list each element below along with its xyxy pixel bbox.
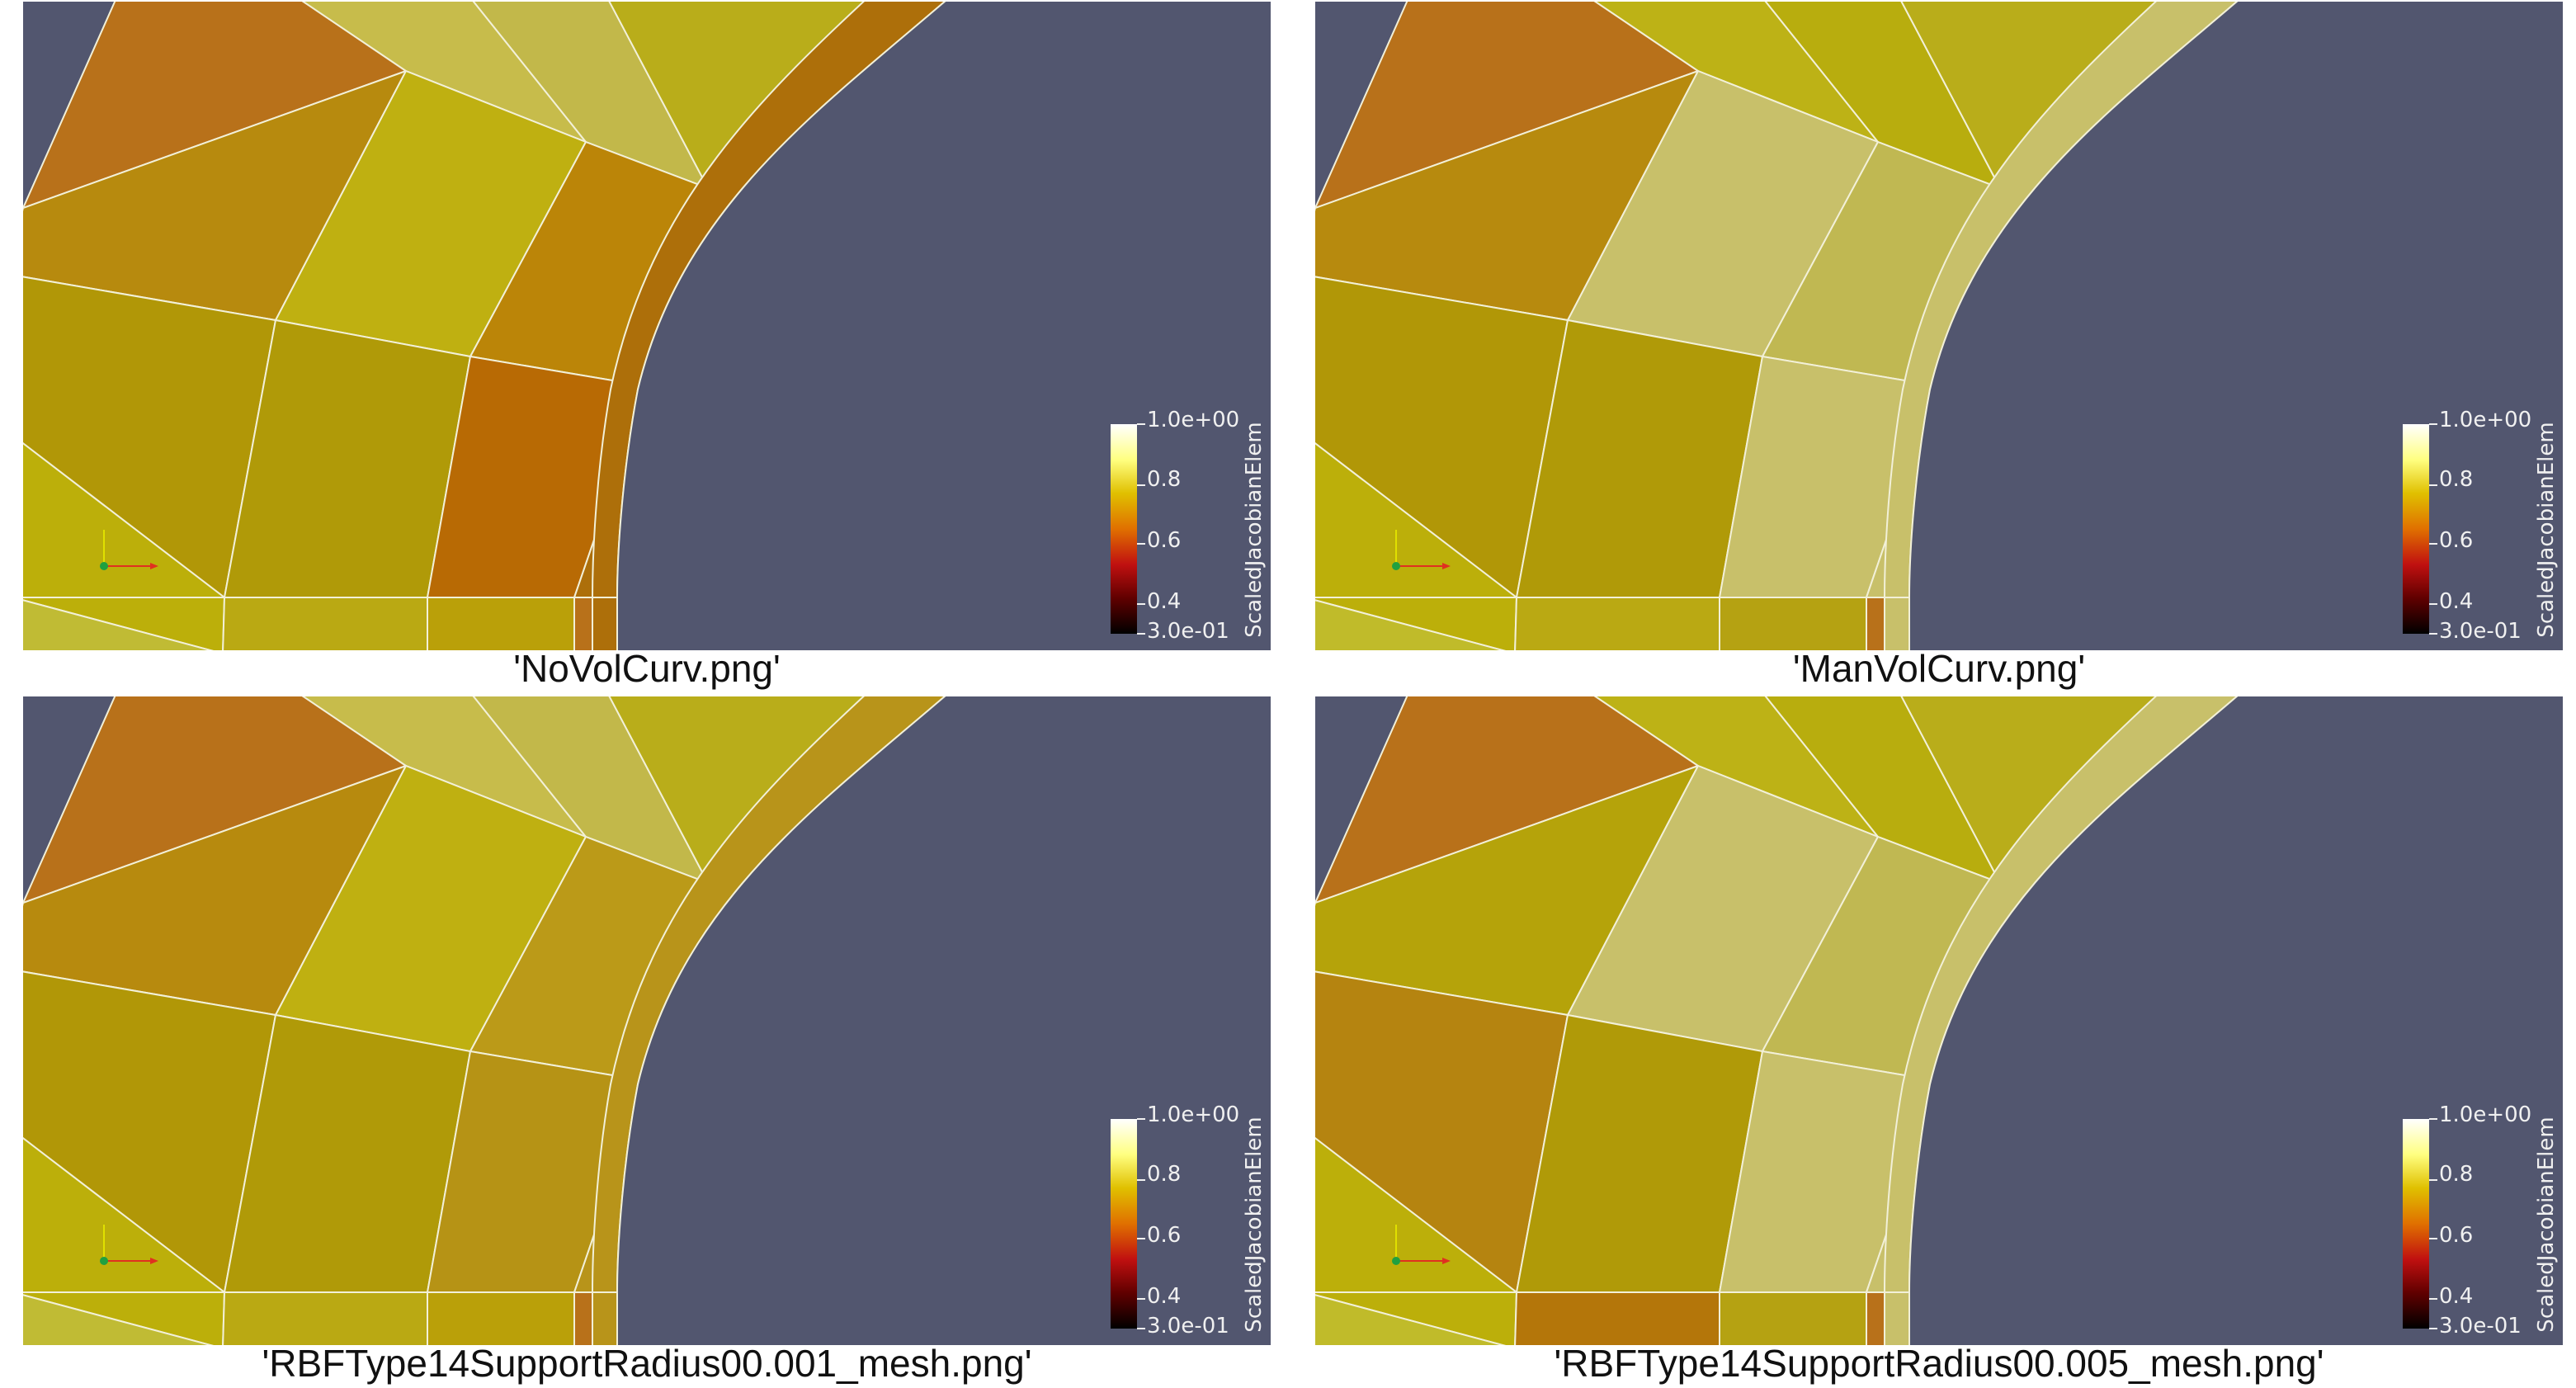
colorbar-tick-0-6: 0.6	[2439, 528, 2474, 553]
colorbar-tick-mark	[2429, 633, 2437, 635]
colorbar-tick-0-6: 0.6	[2439, 1223, 2474, 1248]
colorbar	[1111, 1118, 1145, 1329]
axes-triad-icon	[1392, 1225, 1451, 1265]
colorbar-tick-max: 1.0e+00	[2439, 1102, 2532, 1127]
colorbar-title: ScaledJacobianElem	[1242, 1117, 1267, 1333]
colorbar-tick-max: 1.0e+00	[2439, 408, 2532, 432]
colorbar-tick-max: 1.0e+00	[1147, 408, 1240, 432]
mesh-view	[23, 2, 1271, 650]
panel-caption-4: 'RBFType14SupportRadius00.005_mesh.png'	[1554, 1342, 2324, 1385]
colorbar-tick-mark	[1137, 1237, 1145, 1239]
x-arrowhead	[150, 563, 158, 569]
mesh-cell	[1315, 594, 1516, 650]
colorbar-tick-mark	[1137, 603, 1145, 606]
colorbar-tick-mark	[2429, 1298, 2437, 1301]
axes-triad-icon	[1392, 530, 1451, 570]
panel-caption-1: 'NoVolCurv.png'	[513, 647, 781, 690]
colorbar-tick-0-4: 0.4	[1147, 1284, 1182, 1309]
colorbar-tick-mark	[1137, 1178, 1145, 1181]
colorbar-tick-mark	[2429, 484, 2437, 486]
colorbar-tick-0-8: 0.8	[2439, 1162, 2474, 1187]
colorbar-tick-mark	[2429, 1328, 2437, 1329]
colorbar-title: ScaledJacobianElem	[2534, 422, 2559, 638]
colorbar-tick-mark	[2429, 1178, 2437, 1181]
mesh-cell	[1315, 1289, 1516, 1345]
colorbar-tick-mark	[1137, 1118, 1145, 1120]
mesh-panel-3: 1.0e+00 0.8 0.6 0.4 3.0e-01 ScaledJacobi…	[23, 696, 1271, 1345]
z-axis-dot	[100, 1257, 108, 1265]
colorbar-tick-mark	[1137, 1298, 1145, 1301]
colorbar-tick-0-8: 0.8	[1147, 467, 1182, 492]
mesh-cell	[427, 1291, 575, 1345]
wall-boundary	[616, 2, 946, 650]
colorbar-tick-0-6: 0.6	[1147, 1223, 1182, 1248]
colorbar-tick-0-4: 0.4	[1147, 589, 1182, 614]
axes-triad-icon	[100, 530, 158, 570]
colorbar-tick-0-6: 0.6	[1147, 528, 1182, 553]
colorbar	[2403, 423, 2437, 635]
colorbar-tick-max: 1.0e+00	[1147, 1102, 1240, 1127]
wall-boundary	[616, 696, 946, 1345]
colorbar-tick-min: 3.0e-01	[1147, 619, 1229, 644]
x-arrowhead	[1442, 563, 1451, 569]
colorbar	[1111, 423, 1145, 635]
axes-triad-icon	[100, 1225, 158, 1265]
colorbar-tick-0-8: 0.8	[2439, 467, 2474, 492]
mesh-cell	[1513, 597, 1720, 650]
colorbar-title: ScaledJacobianElem	[1242, 422, 1267, 638]
colorbar-tick-0-4: 0.4	[2439, 1284, 2474, 1309]
panel-caption-3: 'RBFType14SupportRadius00.001_mesh.png'	[262, 1342, 1032, 1385]
colorbar-tick-min: 3.0e-01	[2439, 619, 2522, 644]
panel-caption-2: 'ManVolCurv.png'	[1792, 647, 2086, 690]
colorbar-tick-min: 3.0e-01	[1147, 1314, 1229, 1338]
mesh-cell	[1719, 597, 1867, 650]
x-arrowhead	[1442, 1258, 1451, 1264]
colorbar-tick-mark	[1137, 1328, 1145, 1329]
mesh-view	[1315, 2, 2563, 650]
wall-boundary	[1908, 2, 2239, 650]
mesh-cell	[1513, 1291, 1720, 1345]
mesh-cell	[23, 594, 224, 650]
colorbar-tick-min: 3.0e-01	[2439, 1314, 2522, 1338]
colorbar-tick-mark	[1137, 484, 1145, 486]
colorbar-tick-mark	[1137, 633, 1145, 635]
z-axis-dot	[1392, 1257, 1400, 1265]
mesh-view	[23, 696, 1271, 1345]
mesh-panel-2: 1.0e+00 0.8 0.6 0.4 3.0e-01 ScaledJacobi…	[1315, 2, 2563, 650]
mesh-view	[1315, 696, 2563, 1345]
colorbar-tick-mark	[2429, 1237, 2437, 1239]
mesh-cell	[221, 597, 428, 650]
mesh-panel-4: 1.0e+00 0.8 0.6 0.4 3.0e-01 ScaledJacobi…	[1315, 696, 2563, 1345]
z-axis-dot	[1392, 562, 1400, 570]
mesh-panel-1: 1.0e+00 0.8 0.6 0.4 3.0e-01 ScaledJacobi…	[23, 2, 1271, 650]
mesh-cell	[427, 597, 575, 650]
colorbar-tick-mark	[1137, 542, 1145, 545]
colorbar-tick-mark	[1137, 423, 1145, 425]
colorbar-tick-mark	[2429, 542, 2437, 545]
colorbar-tick-mark	[2429, 1118, 2437, 1120]
colorbar-tick-mark	[2429, 603, 2437, 606]
colorbar	[2403, 1118, 2437, 1329]
x-arrowhead	[150, 1258, 158, 1264]
mesh-cell	[1719, 1291, 1867, 1345]
mesh-cell	[23, 1289, 224, 1345]
mesh-cell	[221, 1291, 428, 1345]
z-axis-dot	[100, 562, 108, 570]
wall-boundary	[1908, 696, 2239, 1345]
colorbar-tick-0-4: 0.4	[2439, 589, 2474, 614]
colorbar-title: ScaledJacobianElem	[2534, 1117, 2559, 1333]
colorbar-tick-mark	[2429, 423, 2437, 425]
colorbar-tick-0-8: 0.8	[1147, 1162, 1182, 1187]
